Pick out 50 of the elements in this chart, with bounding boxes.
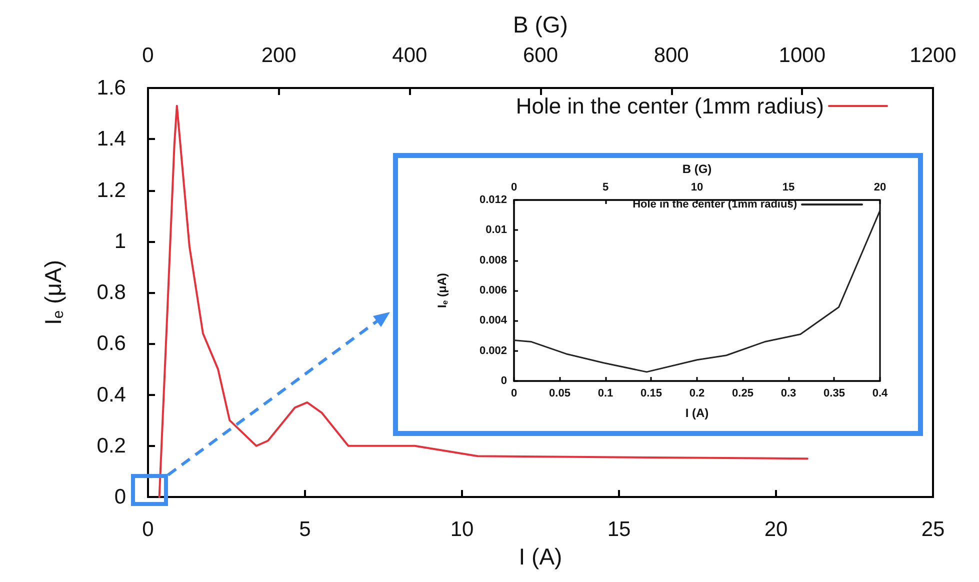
y-tick-label: 0.008 xyxy=(479,254,507,266)
x-tick-label: 0.4 xyxy=(872,388,889,400)
x-tick-label: 0.25 xyxy=(732,388,754,400)
x-tick-label: 0.1 xyxy=(598,388,614,400)
x-axis-title: I (A) xyxy=(685,406,709,420)
line-series xyxy=(513,210,881,373)
legend-label: Hole in the center (1mm radius) xyxy=(516,94,824,118)
x2-tick-label: 800 xyxy=(654,44,689,67)
x-tick-label: 15 xyxy=(607,518,631,541)
x2-tick-label: 600 xyxy=(522,44,558,67)
y-tick-label: 1 xyxy=(114,230,126,253)
x-tick-label: 0.2 xyxy=(689,388,705,400)
y-tick-label: 0.004 xyxy=(479,314,508,327)
x2-tick-label: 0 xyxy=(142,44,154,67)
x-tick-label: 20 xyxy=(764,518,788,541)
x-tick-label: 0.3 xyxy=(780,388,796,400)
y-tick-label: 1.2 xyxy=(96,178,126,202)
y-tick-label: 0.002 xyxy=(479,344,507,357)
x-tick-label: 5 xyxy=(299,518,311,541)
y-tick-label: 0.006 xyxy=(479,284,507,296)
x2-tick-label: 15 xyxy=(782,182,795,194)
x-axis-title: I (A) xyxy=(518,544,562,570)
x-tick-label: 0.35 xyxy=(824,388,845,400)
x2-tick-label: 400 xyxy=(392,44,428,67)
x2-tick-label: 1000 xyxy=(778,44,826,67)
x-tick-label: 0 xyxy=(142,518,154,541)
x2-tick-label: 5 xyxy=(602,182,609,194)
y-tick-label: 0.012 xyxy=(479,194,507,206)
y-axis-title: Ie (μA) xyxy=(40,260,67,325)
x2-tick-label: 0 xyxy=(510,182,518,194)
y-tick-label: 0.2 xyxy=(96,434,126,458)
x2-tick-label: 200 xyxy=(261,44,296,67)
y-tick-label: 1.6 xyxy=(96,76,126,100)
x-tick-label: 25 xyxy=(921,518,945,541)
text: Hole in the center (1mm radius) xyxy=(632,198,798,210)
x2-tick-label: 10 xyxy=(690,182,704,194)
y-tick-label: 1.4 xyxy=(96,128,126,151)
x2-axis-title: B (G) xyxy=(682,162,712,176)
x-tick-label: 10 xyxy=(450,518,474,541)
y-tick-label: 0 xyxy=(500,375,507,387)
x-tick-label: 0 xyxy=(510,388,518,400)
x2-tick-label: 1200 xyxy=(910,44,956,67)
x2-tick-label: 20 xyxy=(874,182,886,194)
y-tick-label: 0.6 xyxy=(96,332,126,356)
y-tick-label: 0.01 xyxy=(486,224,507,236)
x2-axis-title: B (G) xyxy=(513,12,568,38)
y-tick-label: 0 xyxy=(114,486,126,508)
y-tick-label: 0.8 xyxy=(96,281,126,304)
x-tick-label: 0.15 xyxy=(640,388,662,400)
x-tick-label: 0.05 xyxy=(549,388,570,400)
